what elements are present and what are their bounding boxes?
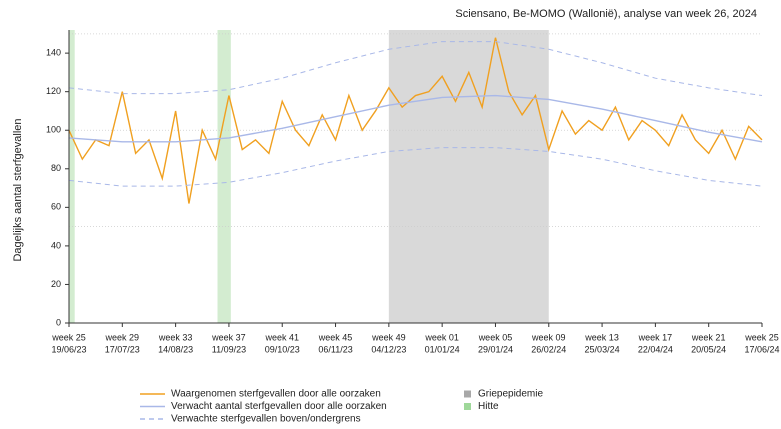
region: [388, 30, 549, 323]
x-tick-date: 22/04/24: [638, 344, 673, 354]
legend: Waargenomen sterfgevallen door alle oorz…: [140, 389, 543, 425]
legend-label: Verwacht aantal sterfgevallen door alle …: [171, 401, 387, 412]
x-tick-date: 01/01/24: [425, 344, 460, 354]
y-tick-label: 80: [51, 163, 61, 173]
x-tick-date: 17/07/23: [105, 344, 140, 354]
x-tick-label: week 17: [638, 332, 673, 342]
x-tick-date: 09/10/23: [265, 344, 300, 354]
legend-label: Hitte: [478, 401, 499, 412]
x-tick-date: 04/12/23: [371, 344, 406, 354]
x-tick-label: week 09: [531, 332, 566, 342]
y-axis-label: Dagelijks aantal sterfgevallen: [12, 118, 24, 261]
regions: [69, 30, 549, 323]
x-tick-label: week 25: [51, 332, 86, 342]
legend-label: Griepepidemie: [478, 389, 543, 400]
x-tick-date: 19/06/23: [51, 344, 86, 354]
axes: 0 20 40 60 80 100 120 140 week 25 19/06/23 week 29…: [46, 30, 780, 354]
x-tick-date: 25/03/24: [585, 344, 620, 354]
lines: [68, 37, 763, 204]
x-tick-date: 14/08/23: [158, 344, 193, 354]
x-tick-date: 29/01/24: [478, 344, 513, 354]
y-tick-label: 20: [51, 279, 61, 289]
x-tick-date: 17/06/24: [744, 344, 779, 354]
x-tick-label: week 41: [264, 332, 299, 342]
y-tick-label: 140: [46, 48, 61, 58]
x-tick-date: 11/09/23: [212, 344, 246, 354]
y-tick-label: 100: [46, 125, 61, 135]
legend-label: Verwachte sterfgevallen boven/ondergrens: [171, 414, 361, 425]
x-tick-date: 20/05/24: [691, 344, 726, 354]
x-tick-label: week 33: [158, 332, 193, 342]
series-line: [68, 94, 763, 143]
x-tick-date: 06/11/23: [318, 344, 352, 354]
region: [69, 30, 75, 323]
x-tick-label: week 01: [424, 332, 459, 342]
y-tick-label: 60: [51, 202, 61, 212]
region: [217, 30, 231, 323]
series-line: [68, 41, 763, 97]
x-tick-label: week 37: [211, 332, 246, 342]
x-tick-label: week 49: [371, 332, 406, 342]
y-tick-label: 40: [51, 240, 61, 250]
x-tick-label: week 45: [318, 332, 353, 342]
legend-swatch: [464, 403, 471, 410]
x-tick-label: week 25: [744, 332, 779, 342]
x-tick-label: week 21: [691, 332, 726, 342]
legend-label: Waargenomen sterfgevallen door alle oorz…: [171, 389, 381, 400]
y-tick-label: 120: [46, 86, 61, 96]
x-tick-label: week 29: [105, 332, 140, 342]
legend-swatch: [464, 390, 471, 398]
series-line: [68, 37, 763, 204]
chart-title: Sciensano, Be-MOMO (Wallonië), analyse v…: [455, 8, 757, 20]
x-tick-date: 26/02/24: [531, 344, 566, 354]
x-tick-label: week 05: [478, 332, 513, 342]
x-tick-label: week 13: [584, 332, 619, 342]
y-tick-label: 0: [56, 317, 61, 327]
